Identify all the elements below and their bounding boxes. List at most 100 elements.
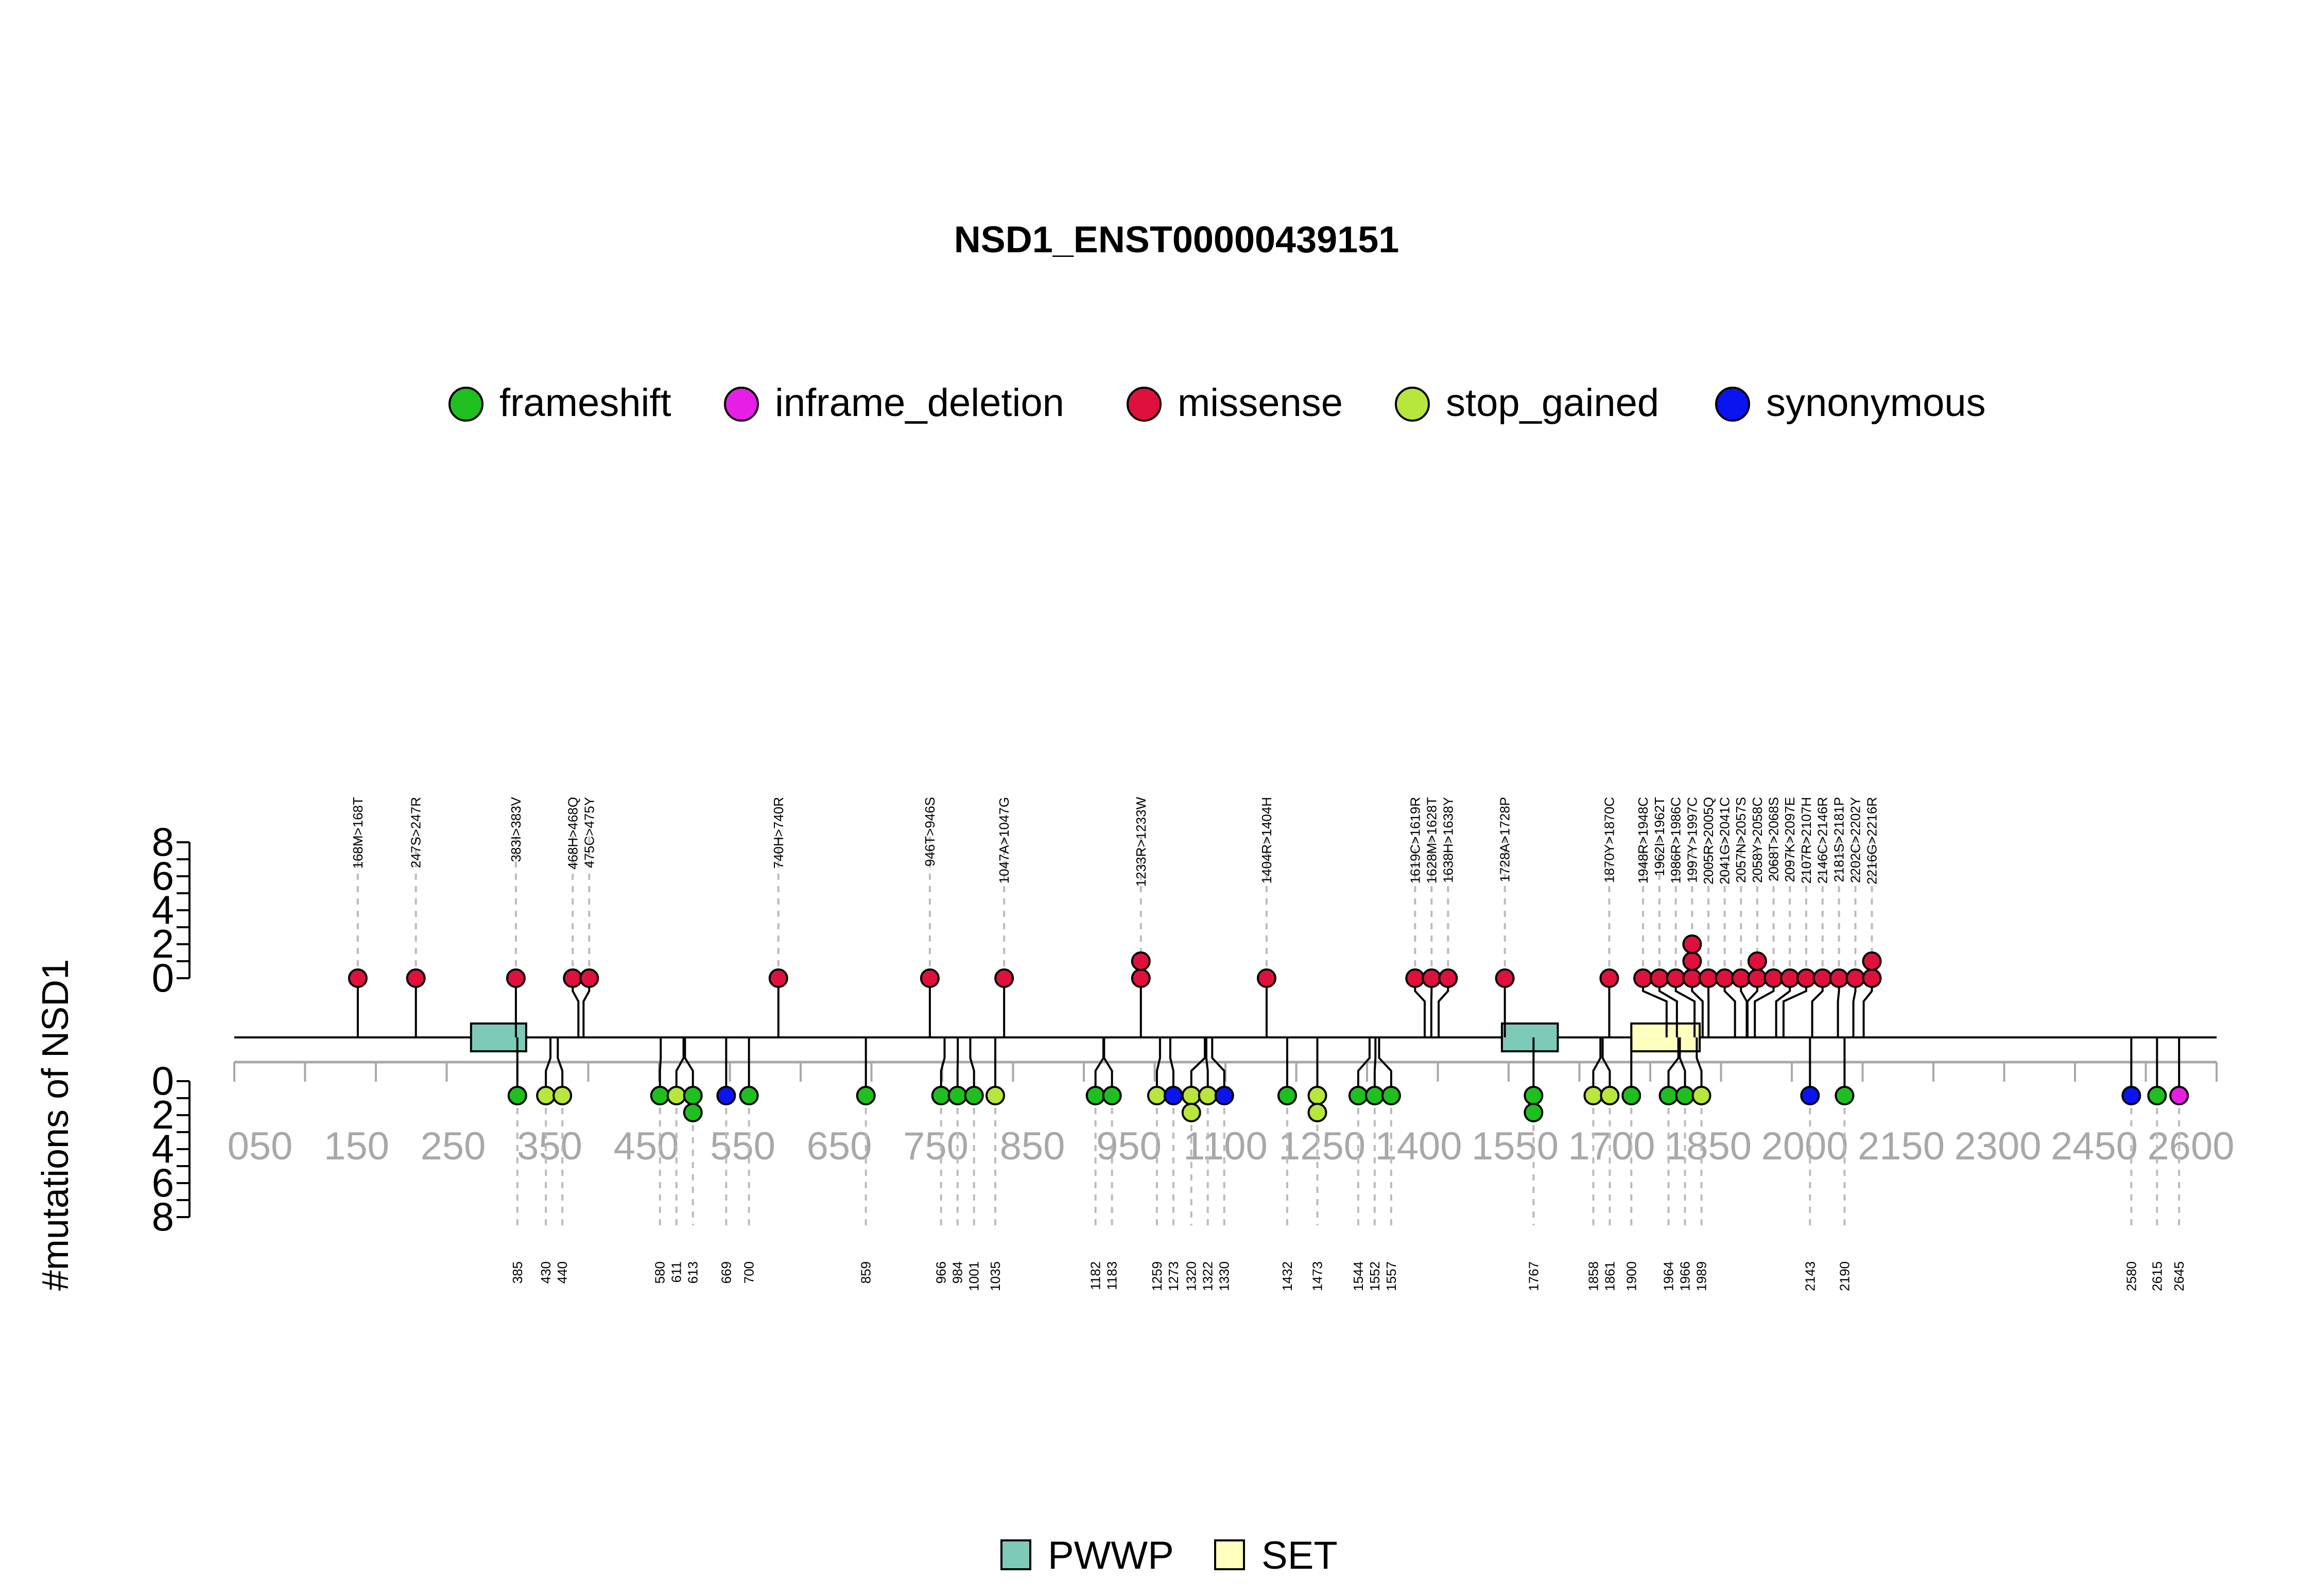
mutation-point-stop_gained [985, 1086, 1006, 1105]
bottom-mutation-label: 1552 [1367, 1261, 1382, 1291]
mutation-point-missense [1495, 968, 1515, 988]
x-tick-label: 2300 [1954, 1124, 2041, 1168]
x-tick-label: 550 [710, 1124, 775, 1168]
bottom-stick [545, 1037, 552, 1096]
bottom-stick [1679, 1037, 1686, 1096]
chart-title: NSD1_ENST00000439151 [954, 219, 1399, 261]
bottom-mutation-label: 430 [538, 1261, 554, 1283]
mutation-point-missense [1682, 951, 1702, 971]
legend-swatch-inframe_deletion [724, 387, 759, 422]
bottom-mutation-label: 1557 [1384, 1261, 1399, 1291]
bottom-mutation-label: 1966 [1678, 1261, 1693, 1291]
top-mutation-label: 2058Y>2058C [1750, 797, 1765, 883]
y-axis-label: #mutations of NSD1 [35, 959, 76, 1291]
bottom-mutation-label: 669 [718, 1261, 734, 1283]
mutation-point-missense [1715, 968, 1735, 988]
mutation-point-frameshift [1102, 1086, 1122, 1105]
y-bottom-tick-label: 0 [152, 1058, 174, 1103]
bottom-stick [969, 1037, 975, 1096]
bottom-mutation-label: 1900 [1623, 1261, 1639, 1291]
x-tick-label: 050 [228, 1124, 293, 1168]
x-tick-label: 650 [807, 1124, 872, 1168]
bottom-stick [940, 1037, 946, 1096]
bottom-stick [675, 1037, 685, 1096]
mutation-point-synonymous [1214, 1086, 1234, 1105]
bottom-mutation-label: 580 [652, 1261, 668, 1283]
bottom-stick [1378, 1037, 1392, 1096]
mutation-point-frameshift [856, 1086, 876, 1105]
bottom-stick [1155, 1037, 1161, 1096]
bottom-stick [684, 1037, 694, 1096]
bottom-mutation-label: 613 [685, 1261, 701, 1283]
x-tick-label: 1850 [1665, 1124, 1752, 1168]
mutation-point-frameshift [683, 1086, 703, 1105]
mutation-point-missense [406, 968, 426, 988]
mutation-point-frameshift [1381, 1086, 1401, 1105]
bottom-mutation-label: 611 [669, 1261, 684, 1282]
top-mutation-label: 2041G>2041C [1717, 797, 1733, 884]
mutation-point-missense [348, 968, 368, 988]
mutation-point-missense [1862, 951, 1882, 971]
top-mutation-label: 2202C>2202Y [1848, 797, 1863, 883]
top-mutation-label: 247S>247R [408, 797, 424, 868]
bottom-mutation-label: 1035 [988, 1261, 1003, 1291]
mutation-point-missense [1131, 968, 1151, 988]
top-mutation-label: 2181S>2181P [1831, 797, 1847, 882]
legend-swatch-synonymous [1715, 387, 1750, 422]
mutation-point-missense [994, 968, 1014, 988]
mutation-point-frameshift [739, 1086, 759, 1105]
mutation-point-missense [1682, 968, 1702, 988]
mutation-point-frameshift [650, 1086, 670, 1105]
mutation-point-missense [1666, 968, 1686, 988]
mutation-point-missense [1812, 968, 1832, 988]
mutation-point-missense [1747, 968, 1767, 988]
x-tick-label: 150 [324, 1124, 389, 1168]
bottom-mutation-label: 700 [741, 1261, 757, 1283]
domain-legend-label-PWWP: PWWP [1048, 1534, 1174, 1577]
mutation-point-missense [1862, 968, 1882, 988]
mutation-point-frameshift [507, 1086, 527, 1105]
mutation-point-frameshift [1835, 1086, 1855, 1105]
bottom-mutation-label: 1001 [966, 1261, 982, 1291]
x-tick-label: 2450 [2051, 1124, 2138, 1168]
mutation-point-missense [1698, 968, 1718, 988]
top-mutation-label: 1628M>1628T [1424, 797, 1439, 884]
label-guide-lines [356, 837, 2181, 1225]
mutation-point-frameshift [1348, 1086, 1368, 1105]
bottom-mutation-label: 1473 [1310, 1261, 1325, 1291]
mutation-point-missense [579, 968, 599, 988]
top-mutation-label: 1619C>1619R [1407, 797, 1423, 883]
mutation-type-legend: frameshift inframe_deletion missense stop_g… [448, 381, 1986, 425]
top-mutation-label: 740H>740R [771, 797, 786, 869]
bottom-stick [1667, 1037, 1680, 1096]
mutation-point-missense [563, 968, 583, 988]
mutation-point-frameshift [947, 1086, 967, 1105]
mutation-point-frameshift [931, 1086, 951, 1105]
mutation-point-frameshift [1364, 1086, 1385, 1105]
top-mutation-label: 1233R>1233W [1133, 797, 1149, 887]
mutation-point-frameshift [1524, 1086, 1544, 1105]
legend-swatch-missense [1127, 387, 1162, 422]
bottom-mutation-label: 1432 [1279, 1261, 1295, 1291]
mutation-point-missense [1422, 968, 1442, 988]
bottom-mutation-label: 1183 [1104, 1261, 1120, 1290]
bottom-stick [1592, 1037, 1602, 1096]
bottom-mutation-label: 1182 [1088, 1261, 1103, 1290]
mutation-labels: 168M>168T 247S>247R 383I>383V 468H>468Q 475C… [350, 796, 2187, 1291]
mutation-point-synonymous [1800, 1086, 1820, 1105]
mutation-point-missense [1747, 951, 1767, 971]
domain-PWWP [1500, 1022, 1559, 1052]
bottom-mutation-label: 1544 [1351, 1261, 1366, 1291]
mutation-point-stop_gained [536, 1086, 556, 1105]
y-top-tick-label: 6 [152, 853, 174, 898]
mutation-point-missense [768, 968, 788, 988]
x-tick-label: 250 [421, 1124, 486, 1168]
mutation-point-missense [1780, 968, 1800, 988]
mutation-point-missense [1405, 968, 1425, 988]
top-mutation-label: 1962I>1962T [1652, 797, 1667, 876]
x-tick-label: 350 [517, 1124, 582, 1168]
bottom-mutation-label: 2645 [2171, 1261, 2187, 1291]
mutation-point-frameshift [1621, 1086, 1641, 1105]
